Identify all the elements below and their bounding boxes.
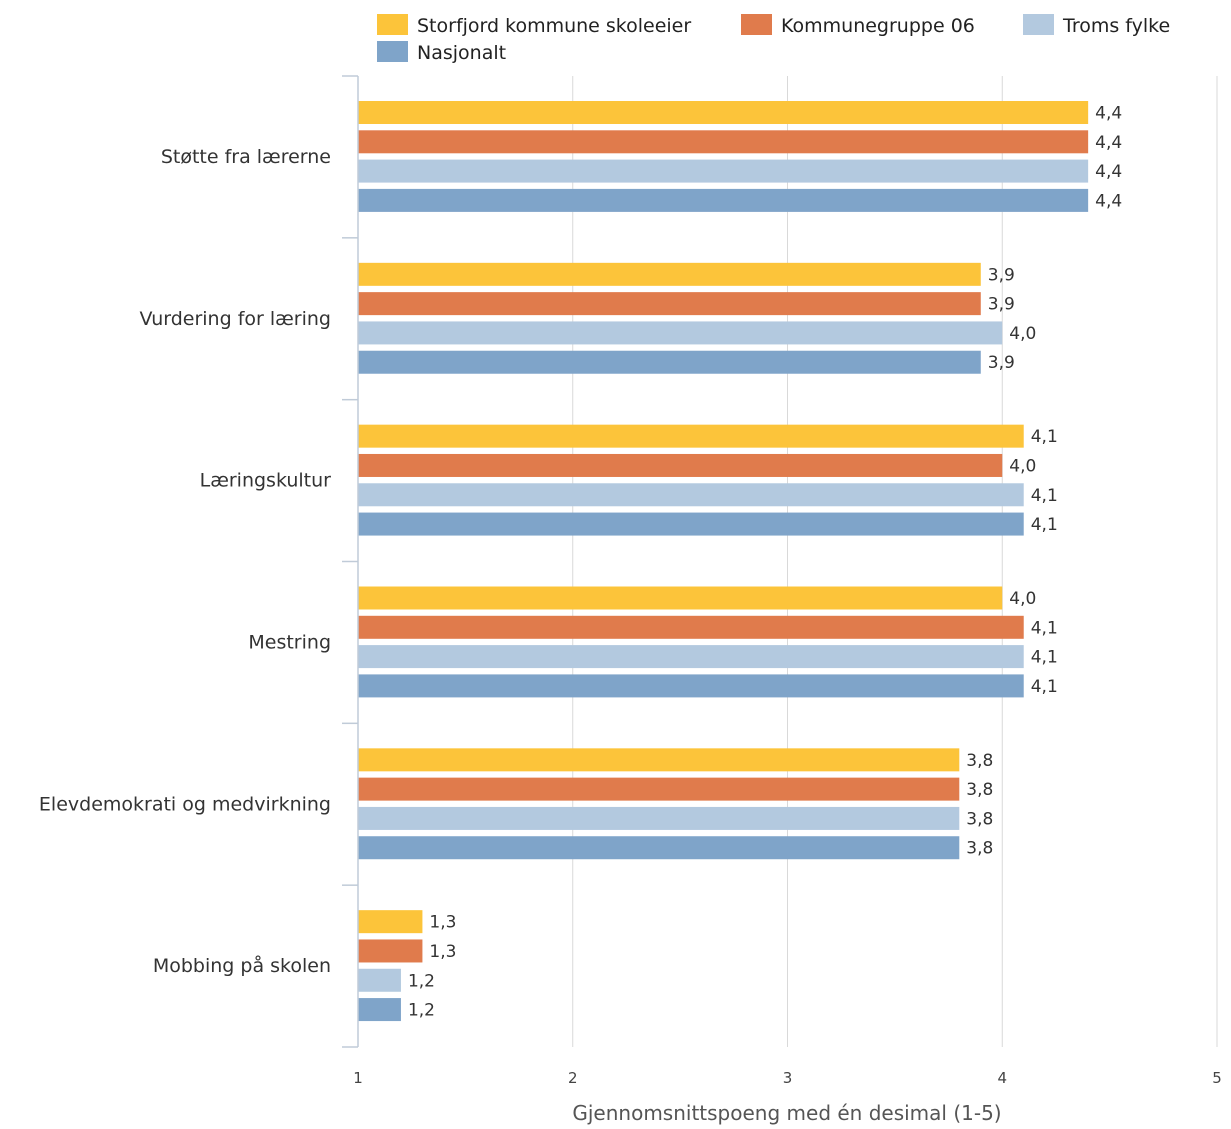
bar [358, 777, 960, 801]
bar [358, 292, 981, 316]
x-axis-title: Gjennomsnittspoeng med én desimal (1-5) [572, 1101, 1001, 1125]
data-label: 4,1 [1031, 618, 1058, 638]
data-label: 3,9 [988, 295, 1015, 315]
data-label: 4,1 [1031, 648, 1058, 668]
data-label: 3,9 [988, 265, 1015, 285]
bar [358, 748, 960, 772]
legend-label[interactable]: Storfjord kommune skoleeier [417, 15, 691, 37]
bar [358, 188, 1089, 212]
axes: 1 2 3 4 5 Støtte fra lærerne Vurdering for lær… [39, 75, 1222, 1087]
bar [358, 939, 423, 963]
category-label: Støtte fra lærerne [161, 146, 331, 168]
bar [358, 968, 401, 992]
bar [358, 130, 1089, 154]
data-label: 4,1 [1031, 515, 1058, 535]
bar [358, 615, 1024, 639]
data-label: 3,8 [966, 751, 993, 771]
x-tick-label: 3 [783, 1069, 793, 1087]
legend-label[interactable]: Nasjonalt [417, 42, 506, 64]
data-label: 4,1 [1031, 486, 1058, 506]
x-tick-label: 1 [353, 1069, 363, 1087]
data-label: 4,4 [1095, 104, 1122, 124]
data-label: 4,4 [1095, 133, 1122, 153]
category-label: Elevdemokrati og medvirkning [39, 793, 331, 815]
data-label: 1,3 [429, 942, 456, 962]
data-label: 3,9 [988, 353, 1015, 373]
data-label: 4,0 [1009, 456, 1036, 476]
legend-swatch [377, 14, 408, 35]
category-label: Vurdering for læring [139, 308, 331, 330]
legend-swatch [741, 14, 772, 35]
bar [358, 836, 960, 860]
category-label: Mestring [248, 631, 331, 653]
bar [358, 321, 1003, 345]
x-tick-label: 4 [997, 1069, 1007, 1087]
bar [358, 453, 1003, 477]
bar [358, 483, 1024, 507]
data-label: 4,0 [1009, 589, 1036, 609]
legend-swatch [377, 41, 408, 62]
data-label: 3,8 [966, 780, 993, 800]
data-label: 4,4 [1095, 191, 1122, 211]
bar [358, 350, 981, 374]
bar [358, 101, 1089, 124]
legend-label[interactable]: Kommunegruppe 06 [781, 15, 975, 37]
bar [358, 806, 960, 830]
data-label: 4,0 [1009, 324, 1036, 344]
data-label: 3,8 [966, 839, 993, 859]
bar [358, 159, 1089, 183]
data-label: 1,2 [408, 1001, 435, 1021]
data-label: 1,2 [408, 971, 435, 991]
category-label: Læringskultur [200, 470, 332, 492]
bar [358, 424, 1024, 448]
bar [358, 910, 423, 934]
legend-swatch [1023, 14, 1054, 35]
data-label: 4,1 [1031, 427, 1058, 447]
x-tick-label: 5 [1212, 1069, 1222, 1087]
legend-label[interactable]: Troms fylke [1062, 15, 1170, 37]
data-label: 3,8 [966, 809, 993, 829]
bar [358, 262, 981, 286]
legend: Storfjord kommune skoleeier Kommunegruppe… [377, 14, 1170, 64]
x-tick-label: 2 [568, 1069, 578, 1087]
data-label: 4,1 [1031, 677, 1058, 697]
grid [572, 76, 1218, 1047]
category-label: Mobbing på skolen [153, 954, 331, 977]
data-label: 4,4 [1095, 162, 1122, 182]
bars: 4,4 4,4 4,4 4,4 3,9 3,9 4,0 3,9 4,1 4,0 4,1 4,1 4,0 4… [358, 101, 1122, 1022]
bar [358, 645, 1024, 669]
bar [358, 674, 1024, 698]
bar [358, 512, 1024, 536]
bar [358, 586, 1003, 610]
data-label: 1,3 [429, 913, 456, 933]
bar [358, 998, 401, 1022]
